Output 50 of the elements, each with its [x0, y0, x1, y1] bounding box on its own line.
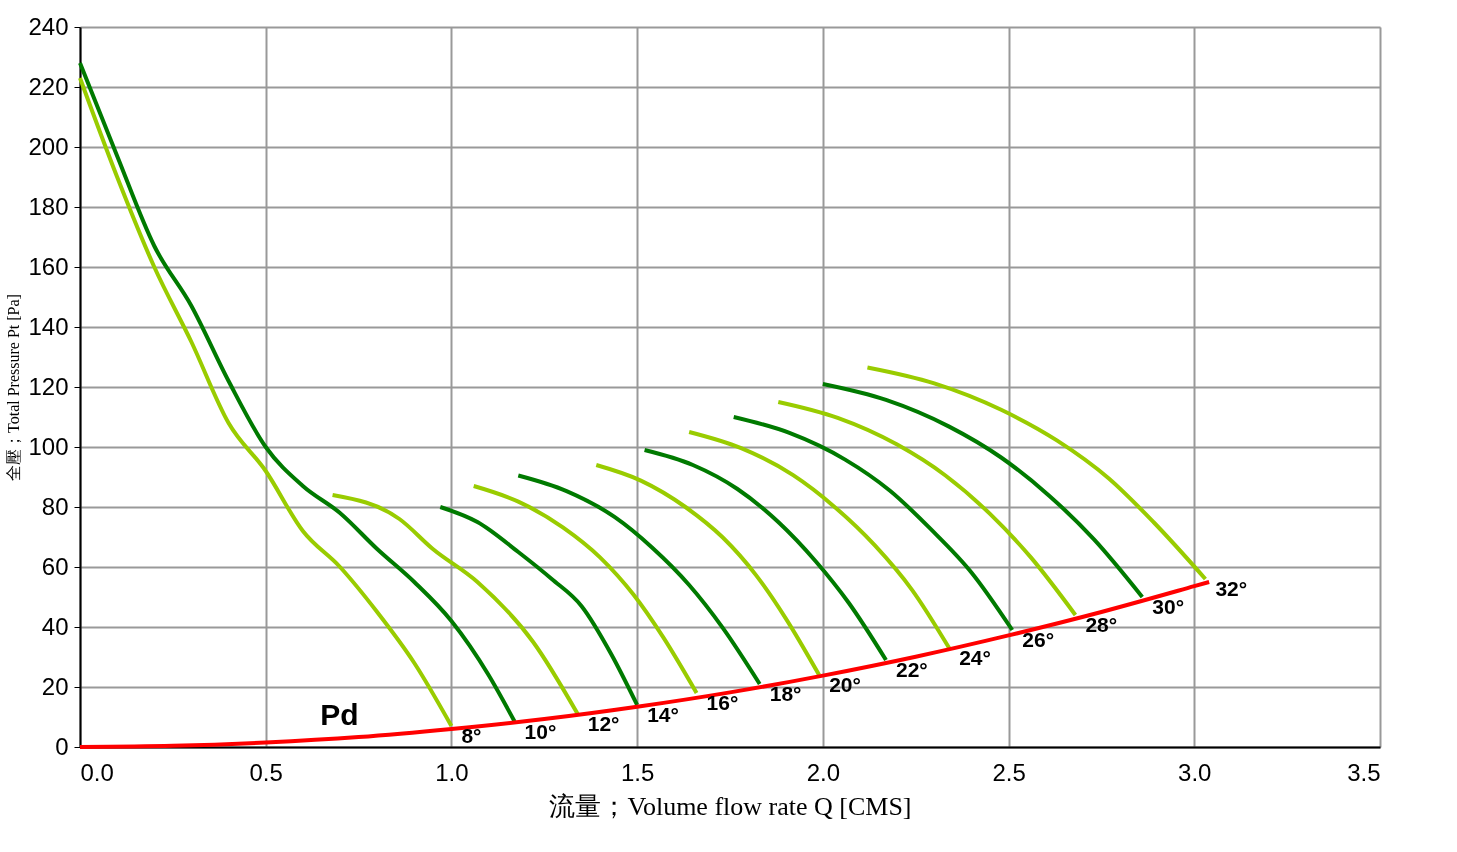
x-tick-label: 1.5 [620, 758, 655, 786]
x-tick-label: 2.0 [806, 758, 841, 786]
y-tick-label: 40 [41, 612, 69, 640]
y-tick-label: 60 [41, 552, 69, 580]
line-series [78, 61, 517, 724]
line-series [642, 448, 888, 662]
x-tick-label: 1.0 [435, 758, 469, 786]
y-tick-label: 0 [55, 732, 69, 760]
y-tick-label: 100 [28, 432, 69, 460]
annotation: 20° [829, 673, 861, 696]
line-series [731, 415, 1015, 632]
y-tick-label: 80 [41, 492, 69, 520]
y-tick-label: 180 [28, 192, 69, 220]
y-tick-label: 240 [28, 12, 69, 40]
y-tick-label: 160 [28, 252, 69, 280]
annotation: 8° [461, 724, 482, 747]
x-tick-label: 3.5 [1347, 758, 1381, 786]
annotation: 16° [706, 691, 739, 714]
line-series [687, 430, 952, 650]
y-tick-label: 120 [28, 372, 69, 400]
line-series [471, 484, 699, 695]
x-axis-title: 流量；Volume flow rate Q [CMS] [549, 791, 912, 821]
annotation: 14° [647, 703, 679, 726]
annotation: 12° [587, 712, 620, 735]
y-tick-label: 220 [28, 72, 69, 100]
line-series [594, 463, 822, 677]
x-tick-label: 0.5 [249, 758, 283, 786]
line-series [516, 473, 762, 686]
annotation: 30° [1152, 595, 1185, 618]
y-tick-label: 20 [41, 672, 69, 700]
line-series [78, 76, 454, 728]
annotation: 24° [959, 646, 991, 669]
annotation: 32° [1215, 577, 1248, 600]
y-axis-title: 全壓；Total Pressure Pt [Pa] [5, 294, 23, 481]
x-tick-label: 2.5 [992, 758, 1026, 786]
line-series [865, 365, 1208, 581]
x-tick-label: 3.0 [1178, 758, 1212, 786]
line-series [438, 505, 640, 707]
annotation: 28° [1085, 613, 1118, 636]
line-series [820, 382, 1145, 599]
annotation: 10° [524, 719, 557, 743]
annotation: 22° [896, 658, 928, 681]
line-series [776, 400, 1078, 617]
y-tick-label: 140 [28, 312, 69, 340]
series-label: Pd [320, 698, 359, 732]
annotation: 18° [769, 682, 802, 705]
line-series [78, 580, 1212, 749]
y-tick-label: 200 [28, 132, 69, 160]
annotation: 26° [1022, 628, 1055, 651]
x-tick-label: 0.0 [80, 758, 114, 786]
